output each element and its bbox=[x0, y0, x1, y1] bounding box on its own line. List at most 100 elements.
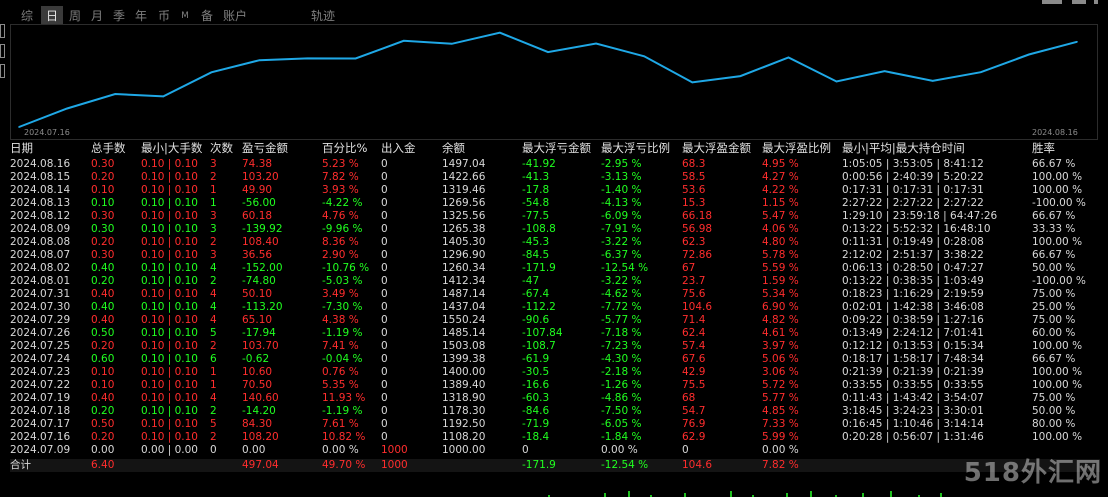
table-row[interactable]: 2024.08.13 0.10 0.10 | 0.10 1 -56.00 -4.22 % 0… bbox=[10, 197, 1100, 210]
column-header[interactable]: 日期 bbox=[10, 141, 33, 155]
table-cell: 0.20 bbox=[91, 405, 115, 417]
table-cell: 10.82 % bbox=[322, 431, 366, 443]
table-cell: 108.20 bbox=[242, 431, 279, 443]
tab-m[interactable]: M bbox=[181, 11, 189, 21]
table-row[interactable]: 2024.07.16 0.20 0.10 | 0.10 2 108.20 10.82 % 0… bbox=[10, 431, 1100, 444]
table-row[interactable]: 2024.07.19 0.40 0.10 | 0.10 4 140.60 11.93 % 0… bbox=[10, 392, 1100, 405]
column-header[interactable]: 出入金 bbox=[381, 141, 416, 155]
table-cell: 71.4 bbox=[682, 314, 706, 326]
table-row[interactable]: 2024.07.23 0.10 0.10 | 0.10 1 10.60 0.76 % 0 14… bbox=[10, 366, 1100, 379]
table-cell: 0.10 bbox=[91, 197, 115, 209]
chart-x-label-start: 2024.07.16 bbox=[24, 128, 70, 137]
table-cell: 140.60 bbox=[242, 392, 279, 404]
table-cell: -1.26 % bbox=[601, 379, 642, 391]
balance-point bbox=[1076, 41, 1078, 43]
table-row[interactable]: 2024.07.17 0.50 0.10 | 0.10 5 84.30 7.61 % 0 11… bbox=[10, 418, 1100, 431]
table-cell: 0.10 | 0.10 bbox=[141, 301, 198, 313]
table-row[interactable]: 2024.08.01 0.20 0.10 | 0.10 2 -74.80 -5.03 % 0… bbox=[10, 275, 1100, 288]
table-cell: 0.10 | 0.10 bbox=[141, 366, 198, 378]
tab-summary[interactable]: 综 bbox=[20, 9, 33, 23]
table-row[interactable]: 2024.08.16 0.30 0.10 | 0.10 3 74.38 5.23 % 0 14… bbox=[10, 158, 1100, 171]
table-row[interactable]: 2024.07.09 0.00 0.00 | 0.00 0 0.00 0.00 % 1000… bbox=[10, 444, 1100, 457]
table-row[interactable]: 2024.08.08 0.20 0.10 | 0.10 2 108.40 8.36 % 0 1… bbox=[10, 236, 1100, 249]
column-header[interactable]: 最小|平均|最大持仓时间 bbox=[842, 141, 965, 155]
column-header[interactable]: 百分比% bbox=[322, 141, 368, 155]
table-row[interactable]: 2024.07.31 0.40 0.10 | 0.10 4 50.10 3.49 % 0 14… bbox=[10, 288, 1100, 301]
total-cell: 7.82 % bbox=[762, 459, 799, 471]
volume-tick bbox=[810, 491, 812, 497]
table-row[interactable]: 2024.08.07 0.30 0.10 | 0.10 3 36.56 2.90 % 0 12… bbox=[10, 249, 1100, 262]
column-header[interactable]: 总手数 bbox=[91, 141, 126, 155]
table-cell: 0 bbox=[381, 171, 388, 183]
table-cell: 3.93 % bbox=[322, 184, 359, 196]
table-row[interactable]: 2024.08.14 0.10 0.10 | 0.10 1 49.90 3.93 % 0 13… bbox=[10, 184, 1100, 197]
tab-daily[interactable]: 日 bbox=[41, 6, 63, 26]
table-cell: 1412.34 bbox=[442, 275, 486, 287]
table-row[interactable]: 2024.07.30 0.40 0.10 | 0.10 4 -113.20 -7.30 %… bbox=[10, 301, 1100, 314]
table-cell: 0.20 bbox=[91, 275, 115, 287]
table-cell: 0.10 | 0.10 bbox=[141, 353, 198, 365]
table-cell: 2:27:22 | 2:27:22 | 2:27:22 bbox=[842, 197, 984, 209]
table-cell: 0.76 % bbox=[322, 366, 359, 378]
table-row[interactable]: 2024.07.26 0.50 0.10 | 0.10 5 -17.94 -1.19 % 0… bbox=[10, 327, 1100, 340]
table-row[interactable]: 2024.08.12 0.30 0.10 | 0.10 3 60.18 4.76 % 0 13… bbox=[10, 210, 1100, 223]
table-cell: 8.36 % bbox=[322, 236, 359, 248]
column-header[interactable]: 胜率 bbox=[1032, 141, 1055, 155]
column-header[interactable]: 最大浮亏比例 bbox=[601, 141, 670, 155]
table-cell: 0 bbox=[381, 379, 388, 391]
table-cell: -171.9 bbox=[522, 262, 556, 274]
table-cell: 0 bbox=[381, 327, 388, 339]
table-cell: 0 bbox=[381, 158, 388, 170]
table-cell: 0.20 bbox=[91, 236, 115, 248]
tab-yearly[interactable]: 年 bbox=[134, 9, 147, 23]
table-row[interactable]: 2024.07.25 0.20 0.10 | 0.10 2 103.70 7.41 % 0 1… bbox=[10, 340, 1100, 353]
tab-quarterly[interactable]: 季 bbox=[112, 9, 125, 23]
tab-currency[interactable]: 币 bbox=[157, 9, 170, 23]
column-header[interactable]: 盈亏金额 bbox=[242, 141, 288, 155]
volume-tick bbox=[752, 495, 754, 497]
table-cell: 0.10 | 0.10 bbox=[141, 158, 198, 170]
table-cell: 0.00 % bbox=[322, 444, 359, 456]
table-cell: 0 bbox=[381, 249, 388, 261]
column-header[interactable]: 次数 bbox=[210, 141, 233, 155]
table-cell: 0 bbox=[522, 444, 529, 456]
table-row[interactable]: 2024.07.24 0.60 0.10 | 0.10 6 -0.62 -0.04 % 0 1… bbox=[10, 353, 1100, 366]
table-cell: 0 bbox=[381, 184, 388, 196]
table-row[interactable]: 2024.07.22 0.10 0.10 | 0.10 1 70.50 5.35 % 0 13… bbox=[10, 379, 1100, 392]
tab-account[interactable]: 账户 bbox=[222, 9, 247, 23]
column-header[interactable]: 最大浮盈金额 bbox=[682, 141, 751, 155]
table-cell: 1 bbox=[210, 184, 217, 196]
table-cell: 0.00 | 0.00 bbox=[141, 444, 198, 456]
table-cell: 50.00 % bbox=[1032, 262, 1076, 274]
tab-trajectory[interactable]: 轨迹 bbox=[310, 9, 335, 23]
table-cell: 0.00 bbox=[91, 444, 115, 456]
balance-point bbox=[835, 80, 838, 83]
table-cell: 0.10 | 0.10 bbox=[141, 418, 198, 430]
table-cell: 68.3 bbox=[682, 158, 706, 170]
total-cell: 497.04 bbox=[242, 459, 279, 471]
table-cell: 49.90 bbox=[242, 184, 273, 196]
table-cell: -7.72 % bbox=[601, 301, 642, 313]
table-row[interactable]: 2024.08.02 0.40 0.10 | 0.10 4 -152.00 -10.76 … bbox=[10, 262, 1100, 275]
table-cell: 103.20 bbox=[242, 171, 279, 183]
table-cell: -56.00 bbox=[242, 197, 276, 209]
bottom-volume-ticks bbox=[0, 490, 1108, 497]
tab-notes[interactable]: 备 bbox=[200, 9, 213, 23]
table-cell: 2024.08.07 bbox=[10, 249, 71, 261]
column-header[interactable]: 最小|大手数 bbox=[141, 141, 203, 155]
column-header[interactable]: 最大浮亏金额 bbox=[522, 141, 591, 155]
table-cell: 0.10 | 0.10 bbox=[141, 223, 198, 235]
table-cell: 0.10 bbox=[91, 379, 115, 391]
column-header[interactable]: 余额 bbox=[442, 141, 465, 155]
tab-monthly[interactable]: 月 bbox=[90, 9, 103, 23]
table-row[interactable]: 2024.08.15 0.20 0.10 | 0.10 2 103.20 7.82 % 0 1… bbox=[10, 171, 1100, 184]
table-row[interactable]: 2024.08.09 0.30 0.10 | 0.10 3 -139.92 -9.96 %… bbox=[10, 223, 1100, 236]
table-cell: 57.4 bbox=[682, 340, 706, 352]
table-cell: 5.35 % bbox=[322, 379, 359, 391]
table-row[interactable]: 2024.07.29 0.40 0.10 | 0.10 4 65.10 4.38 % 0 15… bbox=[10, 314, 1100, 327]
table-cell: 4.80 % bbox=[762, 236, 799, 248]
column-header[interactable]: 最大浮盈比例 bbox=[762, 141, 831, 155]
table-row[interactable]: 2024.07.18 0.20 0.10 | 0.10 2 -14.20 -1.19 % 0… bbox=[10, 405, 1100, 418]
table-cell: -2.95 % bbox=[601, 158, 642, 170]
tab-weekly[interactable]: 周 bbox=[68, 9, 81, 23]
